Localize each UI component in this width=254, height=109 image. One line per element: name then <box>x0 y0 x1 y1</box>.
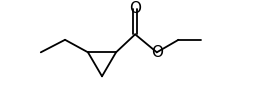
Text: O: O <box>150 45 162 60</box>
Text: O: O <box>129 1 141 16</box>
